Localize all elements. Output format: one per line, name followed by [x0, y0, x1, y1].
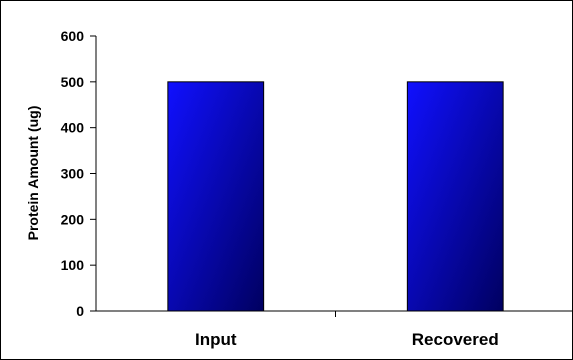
bars: [167, 81, 504, 312]
y-tick-label: 500: [61, 74, 85, 90]
bar-input: [167, 81, 265, 312]
y-tick-label: 100: [61, 257, 85, 273]
y-tick-label: 600: [61, 28, 85, 44]
bar-recovered: [406, 81, 504, 312]
x-axis: Input Recovered: [96, 310, 573, 349]
y-tick-label: 0: [76, 303, 84, 319]
x-tick-label: Input: [195, 330, 237, 349]
y-tick-label: 400: [61, 120, 85, 136]
y-axis-label: Protein Amount (ug): [25, 106, 41, 241]
y-tick-label: 300: [61, 166, 85, 182]
y-axis: 0 100 200 300 400 500 600: [61, 28, 97, 319]
y-tick-label: 200: [61, 211, 85, 227]
x-tick-label: Recovered: [412, 330, 499, 349]
